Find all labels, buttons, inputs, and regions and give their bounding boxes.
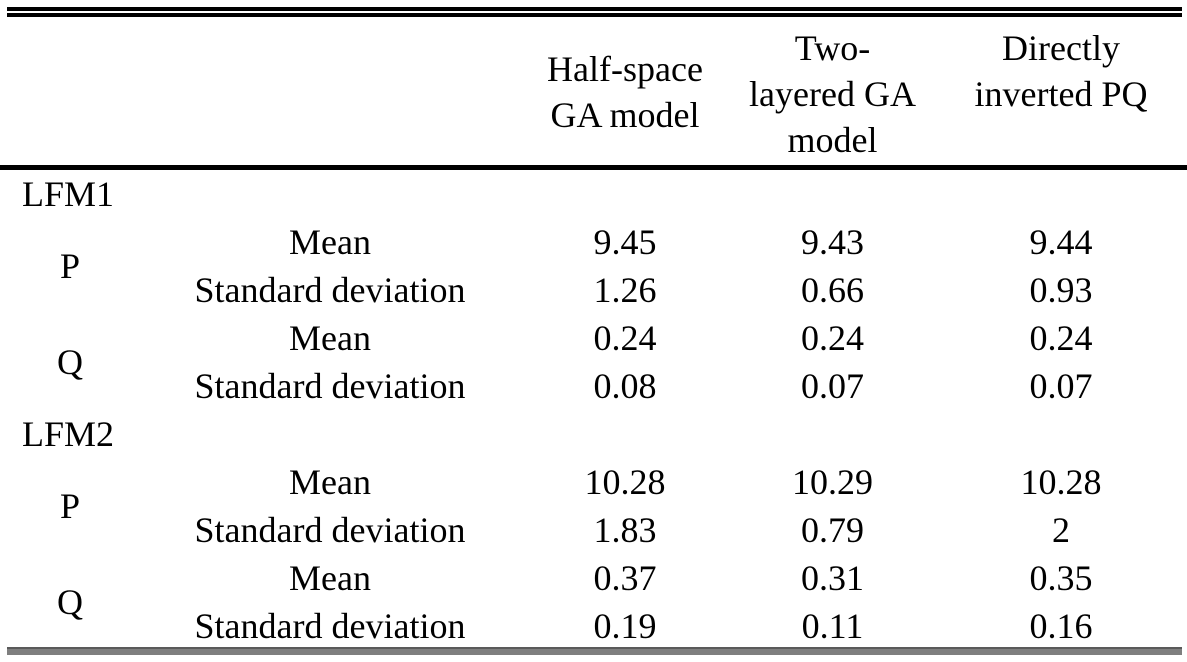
value-cell: 9.44 <box>1029 222 1093 262</box>
value-cell: 0.07 <box>1029 366 1093 406</box>
table-body: LFM1 P Mean 9.45 9.43 9.44 Standard devi… <box>0 168 1187 651</box>
header-line: Directly <box>1002 28 1120 68</box>
param-label-q: Q <box>57 582 83 622</box>
table-bottom-thick-rule <box>7 647 1182 655</box>
value-cell: 0.08 <box>593 366 657 406</box>
value-cell: 0.07 <box>801 366 864 406</box>
group-label-lfm1: LFM1 <box>22 174 115 214</box>
group-row-lfm2: LFM2 <box>0 410 1187 458</box>
value-cell: 0.66 <box>801 270 864 310</box>
header-cell-two-layered-ga-model: Two- layered GA model <box>730 18 935 170</box>
table-row: P Mean 10.28 10.29 10.28 <box>0 458 1187 526</box>
value-cell: 0.19 <box>593 606 657 646</box>
value-cell: 0.24 <box>1029 318 1093 358</box>
value-cell: 0.31 <box>801 558 864 598</box>
header-line: GA model <box>550 94 700 135</box>
header-cell-empty-2 <box>140 18 520 170</box>
table-top-double-rule <box>7 7 1182 17</box>
table-row: Standard deviation 1.26 0.66 0.93 <box>0 266 1187 314</box>
table-row: Q Mean 0.24 0.24 0.24 <box>0 314 1187 382</box>
stat-label-mean: Mean <box>289 222 371 262</box>
param-label-p: P <box>59 246 81 286</box>
value-cell: 10.28 <box>1020 462 1102 502</box>
value-cell: 0.93 <box>1029 270 1093 310</box>
table-row: P Mean 9.45 9.43 9.44 <box>0 218 1187 286</box>
stat-label-std: Standard deviation <box>194 270 466 310</box>
header-line: Half-space <box>547 48 703 89</box>
table-row: Q Mean 0.37 0.31 0.35 <box>0 554 1187 622</box>
value-cell: 0.79 <box>801 510 864 550</box>
group-label-lfm2: LFM2 <box>22 414 115 454</box>
value-cell: 0.37 <box>593 558 657 598</box>
stat-label-mean: Mean <box>289 318 371 358</box>
stat-label-mean: Mean <box>289 558 371 598</box>
group-row-lfm1: LFM1 <box>0 168 1187 219</box>
value-cell: 0.16 <box>1029 606 1093 646</box>
header-line: model <box>787 120 878 160</box>
statistics-table: Half-space GA model Two- layered GA mode… <box>0 18 1187 650</box>
header-line: Two- <box>794 28 871 68</box>
value-cell: 9.45 <box>593 222 657 262</box>
header-cell-empty-1 <box>0 18 140 170</box>
table-row: Standard deviation 1.83 0.79 2 <box>0 506 1187 554</box>
value-cell: 9.43 <box>801 222 864 262</box>
table-row: Standard deviation 0.08 0.07 0.07 <box>0 362 1187 410</box>
header-cell-directly-inverted-pq: Directly inverted PQ <box>935 18 1187 170</box>
value-cell: 10.28 <box>584 462 666 502</box>
value-cell: 2 <box>1052 510 1070 550</box>
stat-label-std: Standard deviation <box>194 606 466 646</box>
header-cell-half-space-ga-model: Half-space GA model <box>520 18 730 170</box>
value-cell: 10.29 <box>792 462 873 502</box>
stat-label-std: Standard deviation <box>194 366 466 406</box>
value-cell: 0.24 <box>801 318 864 358</box>
value-cell: 1.26 <box>593 270 657 310</box>
table-row: Standard deviation 0.19 0.11 0.16 <box>0 602 1187 650</box>
value-cell: 0.11 <box>801 606 864 646</box>
table-header: Half-space GA model Two- layered GA mode… <box>0 18 1187 170</box>
header-line: inverted PQ <box>974 74 1148 114</box>
header-row: Half-space GA model Two- layered GA mode… <box>0 18 1187 170</box>
stat-label-mean: Mean <box>289 462 371 502</box>
header-line: layered GA <box>749 74 916 114</box>
value-cell: 1.83 <box>593 510 657 550</box>
value-cell: 0.24 <box>593 318 657 358</box>
param-label-q: Q <box>57 342 83 382</box>
stat-label-std: Standard deviation <box>194 510 466 550</box>
value-cell: 0.35 <box>1029 558 1093 598</box>
param-label-p: P <box>59 486 81 526</box>
